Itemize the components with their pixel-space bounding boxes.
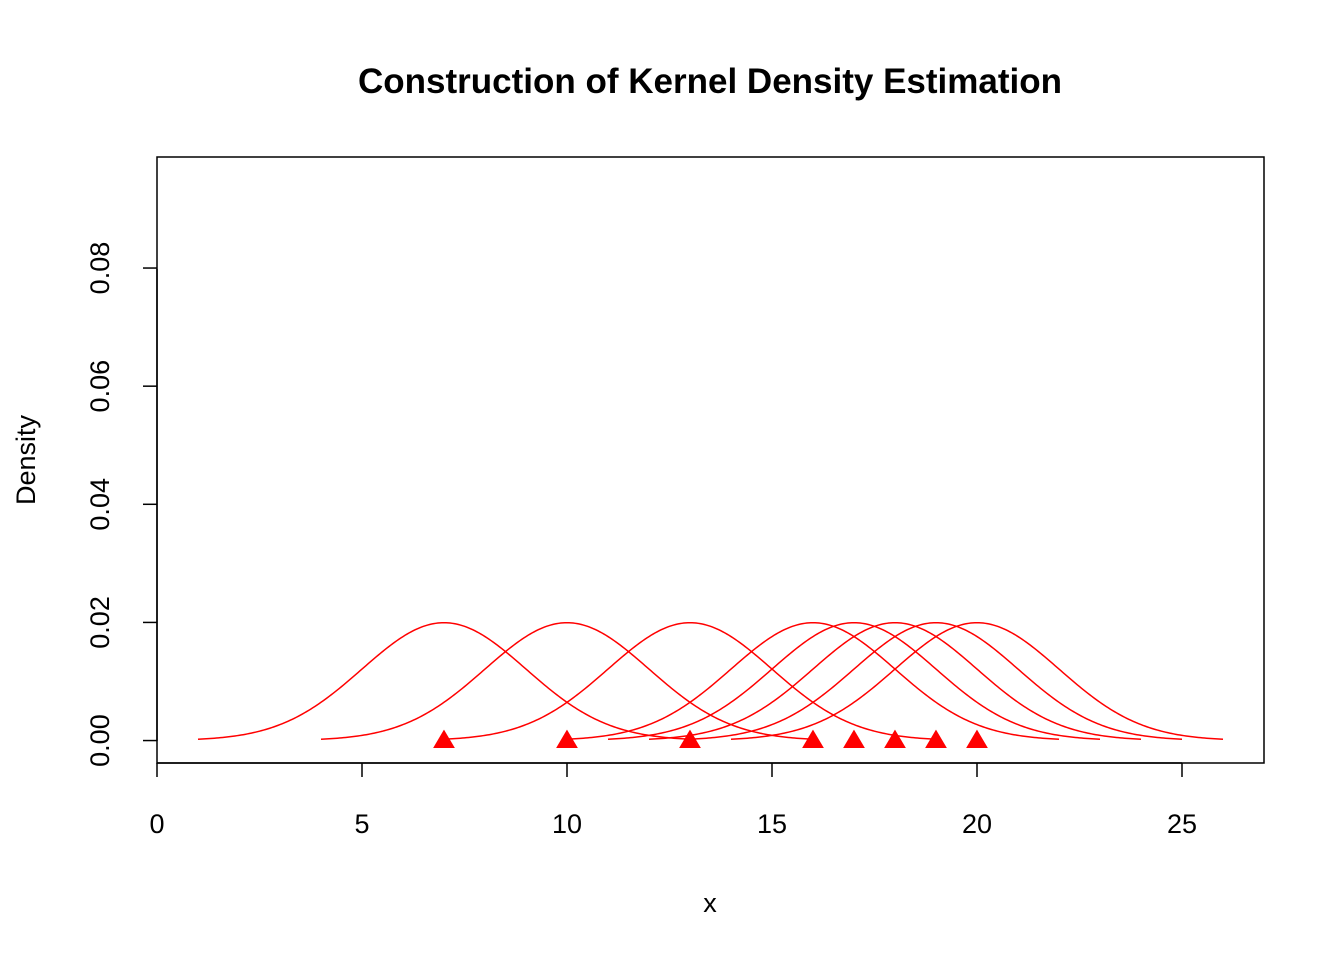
kernel-curve <box>607 621 1101 740</box>
x-tick-label: 5 <box>354 809 369 839</box>
plot-frame <box>156 156 1265 764</box>
x-axis-label: x <box>703 888 717 918</box>
kernel-curve <box>648 621 1142 740</box>
x-axis: 0 5 10 15 20 25 <box>149 762 1197 839</box>
x-tick-label: 20 <box>962 809 992 839</box>
kernel-curves <box>197 621 1224 740</box>
kernel-curve <box>443 621 937 740</box>
y-tick-label: 0.02 <box>85 596 115 649</box>
observation-marker <box>433 729 455 749</box>
y-axis: 0.00 0.02 0.04 0.06 0.08 <box>85 242 158 767</box>
y-tick-label: 0.00 <box>85 714 115 767</box>
x-tick-label: 10 <box>552 809 582 839</box>
y-tick-label: 0.04 <box>85 478 115 531</box>
observation-marker <box>802 729 824 749</box>
observation-markers <box>433 729 988 749</box>
kernel-curve <box>730 621 1224 740</box>
observation-marker <box>843 729 865 749</box>
kernel-curve <box>566 621 1060 740</box>
observation-marker <box>925 729 947 749</box>
x-tick-label: 25 <box>1167 809 1197 839</box>
observation-marker <box>966 729 988 749</box>
chart-title: Construction of Kernel Density Estimatio… <box>358 62 1062 101</box>
x-tick-label: 15 <box>757 809 787 839</box>
y-axis-label: Density <box>11 414 41 505</box>
observation-marker <box>556 729 578 749</box>
observation-marker <box>884 729 906 749</box>
kernel-curve <box>689 621 1183 740</box>
y-tick-label: 0.06 <box>85 360 115 413</box>
x-tick-label: 0 <box>149 809 164 839</box>
observation-marker <box>679 729 701 749</box>
y-tick-label: 0.08 <box>85 242 115 295</box>
kernel-curve <box>197 621 691 740</box>
